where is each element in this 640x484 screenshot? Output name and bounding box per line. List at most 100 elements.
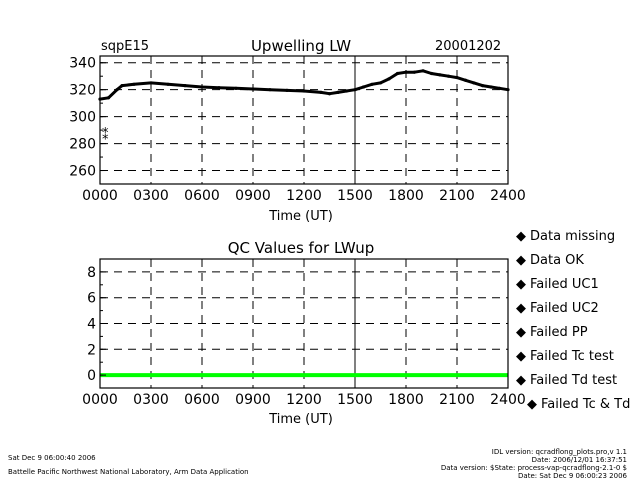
- c1-data-point: [438, 73, 442, 77]
- c1-xtick-label: 1500: [337, 188, 373, 204]
- c1-annotation: *: [102, 126, 109, 141]
- c1-data-point: [429, 71, 434, 76]
- c1-data-point: [378, 81, 383, 85]
- footer-idl-version: IDL version: qcradflong_plots.pro,v 1.1: [492, 448, 627, 456]
- c1-data-point: [302, 89, 306, 93]
- c1-data-point: [115, 88, 119, 92]
- c1-data-point: [412, 70, 417, 74]
- c1-data-point: [251, 87, 255, 91]
- c1-data-point: [489, 85, 493, 89]
- qc-chart: QC Values for LWup 0 2 4 6 8 0000 0300 0600 090…: [82, 239, 526, 427]
- c1-data-point: [200, 85, 204, 89]
- c1-ytick-label: 300: [69, 110, 96, 126]
- c2-ytick-label: 8: [87, 265, 96, 281]
- c2-xtick-label: 0000: [82, 392, 118, 408]
- c1-data-point: [132, 82, 136, 86]
- c1-ytick-label: 340: [69, 56, 96, 72]
- c1-data-point: [421, 69, 425, 73]
- c1-data-point: [319, 90, 323, 94]
- c1-data-point: [353, 88, 357, 92]
- legend-label: Failed Tc test: [530, 349, 614, 364]
- date-label: 20001202: [435, 39, 501, 54]
- footer-data-version: Data version: $State: process-vap-qcradf…: [441, 464, 627, 472]
- c2-xtick-label: 1800: [388, 392, 424, 408]
- footer-idl-date: Date: 2006/12/01 16:37:51: [532, 456, 627, 464]
- c1-data-point: [327, 92, 332, 96]
- c1-xtick-label: 0600: [184, 188, 220, 204]
- c2-xtick-label: 2400: [490, 392, 526, 408]
- c2-xtick-label: 1200: [286, 392, 322, 408]
- chart2-title: QC Values for LWup: [228, 239, 375, 257]
- c1-data-point: [217, 86, 221, 90]
- legend-marker: ◆: [516, 277, 526, 292]
- legend-marker: ◆: [516, 349, 526, 364]
- legend-label: Data OK: [530, 253, 584, 268]
- chart2-grid: [100, 259, 508, 388]
- c1-data-point: [455, 75, 459, 80]
- c1-data-point: [268, 88, 272, 92]
- legend-marker: ◆: [516, 301, 526, 316]
- legend: ◆ Data missing ◆ Data OK ◆ Failed UC1 ◆ Failed …: [516, 229, 630, 412]
- legend-label: Failed UC1: [530, 277, 599, 292]
- c1-annotation: *: [102, 133, 109, 148]
- c1-data-point: [480, 84, 485, 88]
- c1-data-point: [446, 74, 451, 78]
- c1-data-point: [120, 84, 124, 88]
- legend-marker: ◆: [527, 397, 537, 412]
- footer-institution: Battelle Pacific Northwest National Labo…: [8, 468, 249, 476]
- chart2-xlabel: Time (UT): [268, 412, 333, 427]
- c1-ytick-label: 320: [69, 83, 96, 99]
- c1-xtick-label: 0000: [82, 188, 118, 204]
- c1-data-point: [149, 81, 153, 85]
- c1-data-point: [106, 96, 111, 100]
- c2-ytick-label: 6: [87, 291, 96, 307]
- c1-xtick-label: 2400: [490, 188, 526, 204]
- c1-data-point: [166, 82, 170, 86]
- legend-marker: ◆: [516, 325, 526, 340]
- chart1-annotations: **: [102, 126, 109, 148]
- footer: Sat Dec 9 06:00:40 2006 Battelle Pacific…: [8, 448, 628, 480]
- c2-xtick-label: 1500: [337, 392, 373, 408]
- c1-xtick-label: 0900: [235, 188, 271, 204]
- chart1-y-ticks: 260 280 300 320 340: [69, 56, 106, 185]
- legend-marker: ◆: [516, 229, 526, 244]
- chart2-y-ticks: 0 2 4 6 8: [87, 258, 106, 389]
- c1-data-point: [336, 90, 340, 94]
- chart1-xlabel: Time (UT): [268, 209, 333, 224]
- c1-data-point: [361, 85, 366, 89]
- legend-marker: ◆: [516, 253, 526, 268]
- c1-data-point: [395, 71, 400, 76]
- legend-label: Failed Td test: [530, 373, 617, 388]
- chart1-x-ticks: 0000 0300 0600 0900 1200 1500 1800 2100 2400: [82, 188, 526, 204]
- chart1-series: [98, 69, 510, 101]
- legend-label: Failed UC2: [530, 301, 599, 316]
- c2-xtick-label: 2100: [439, 392, 475, 408]
- c1-xtick-label: 2100: [439, 188, 475, 204]
- chart1-frame: [99, 55, 509, 185]
- c2-ytick-label: 4: [87, 317, 96, 333]
- c2-xtick-label: 0300: [133, 392, 169, 408]
- upwelling-chart: Upwelling LW ** 260 280 300 320 340 0000 0300…: [69, 37, 526, 224]
- c1-ytick-label: 260: [69, 164, 96, 180]
- c1-data-point: [234, 86, 238, 90]
- c2-xtick-label: 0600: [184, 392, 220, 408]
- c1-ytick-label: 280: [69, 137, 96, 153]
- c1-data-point: [370, 82, 374, 86]
- c1-data-point: [472, 81, 476, 85]
- c1-xtick-label: 1800: [388, 188, 424, 204]
- legend-label: Data missing: [530, 229, 615, 244]
- footer-data-date: Date: Sat Dec 9 06:00:23 2006: [518, 472, 627, 480]
- c2-ytick-label: 2: [87, 342, 96, 358]
- c1-data-point: [497, 86, 502, 90]
- footer-timestamp: Sat Dec 9 06:00:40 2006: [8, 454, 96, 462]
- c1-data-point: [285, 88, 289, 92]
- legend-label: Failed Tc & Td: [541, 397, 630, 412]
- c1-data-point: [404, 70, 408, 74]
- chart1-title: Upwelling LW: [251, 37, 351, 55]
- c1-data-point: [463, 78, 468, 82]
- c2-ytick-label: 0: [87, 368, 96, 384]
- c2-xtick-label: 0900: [235, 392, 271, 408]
- legend-label: Failed PP: [530, 325, 588, 340]
- c1-data-point: [183, 84, 187, 88]
